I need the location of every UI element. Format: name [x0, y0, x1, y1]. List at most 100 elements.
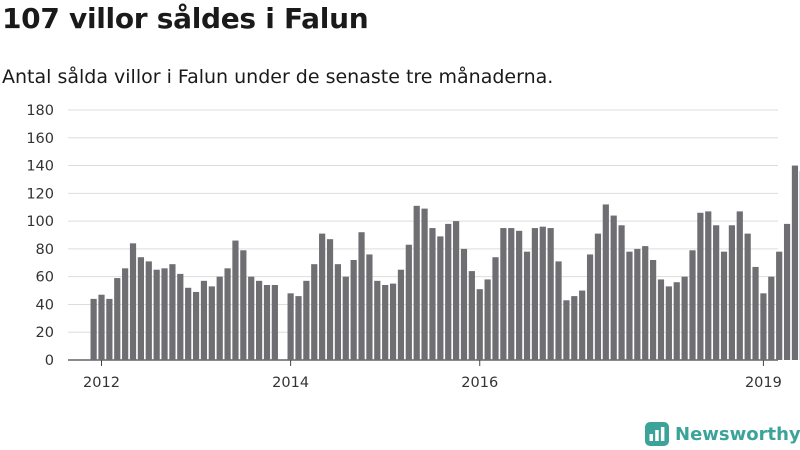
bar	[689, 250, 696, 360]
bar	[145, 261, 152, 360]
bar	[263, 285, 271, 360]
x-tick-label: 2016	[461, 375, 498, 391]
bars	[90, 165, 800, 360]
bar	[492, 257, 499, 360]
bar	[224, 268, 231, 360]
bar	[634, 248, 641, 360]
bar	[295, 296, 302, 360]
bar	[342, 276, 349, 360]
bar	[516, 230, 523, 360]
bar	[736, 211, 743, 360]
bar	[626, 251, 633, 360]
bar	[177, 273, 184, 360]
bar	[476, 289, 483, 360]
bar	[657, 279, 665, 360]
bar	[453, 221, 460, 360]
bar	[397, 269, 405, 360]
bar	[192, 291, 200, 360]
bar	[531, 228, 538, 360]
bar	[602, 204, 609, 360]
bar	[413, 205, 420, 360]
y-tick-label: 80	[36, 242, 54, 258]
y-tick-label: 160	[26, 131, 54, 147]
bar	[579, 290, 586, 360]
bar	[129, 243, 137, 360]
x-tick-label: 2014	[272, 375, 309, 391]
bar	[791, 165, 799, 360]
bar	[508, 228, 515, 360]
bar	[460, 248, 468, 360]
bar	[571, 296, 578, 360]
bar	[240, 250, 247, 360]
bar	[744, 233, 751, 360]
bar	[752, 266, 759, 360]
bar	[256, 280, 263, 360]
bar	[319, 233, 326, 360]
bar	[776, 251, 783, 360]
bar	[216, 276, 223, 360]
newsworthy-logo-text: Newsworthy	[675, 423, 800, 445]
bar	[334, 264, 341, 360]
bar	[650, 260, 657, 360]
bar	[594, 233, 602, 360]
bar	[445, 223, 452, 360]
bar	[287, 293, 294, 360]
y-tick-label: 180	[26, 103, 54, 119]
bar	[200, 280, 208, 360]
bar	[484, 279, 491, 360]
page-title: 107 villor såldes i Falun	[2, 2, 369, 35]
bar	[539, 226, 546, 360]
y-tick-label: 20	[36, 325, 54, 341]
bar	[90, 298, 97, 360]
bar	[705, 211, 712, 360]
chart-subtitle: Antal sålda villor i Falun under de sena…	[2, 66, 554, 88]
bar	[681, 276, 688, 360]
bar	[713, 225, 720, 360]
bar-chart: 0 20 40 60 80 100 120 140 160 180 2012 2014 2016 201…	[26, 103, 800, 391]
bar	[610, 215, 617, 360]
bar	[106, 298, 113, 360]
bar	[169, 264, 176, 360]
bar	[437, 236, 444, 360]
bar	[114, 278, 121, 360]
bar	[665, 286, 672, 360]
bar	[405, 244, 412, 360]
bar	[429, 228, 436, 360]
bar	[374, 280, 381, 360]
bar	[673, 282, 680, 360]
bar	[389, 283, 397, 360]
y-tick-label: 60	[36, 270, 54, 286]
bar	[728, 225, 735, 360]
newsworthy-logo-icon	[645, 422, 669, 446]
bar	[350, 260, 357, 360]
y-axis-ticks: 0 20 40 60 80 100 120 140 160 180	[26, 103, 54, 369]
bar	[618, 225, 625, 360]
bar	[642, 246, 649, 360]
bar	[153, 269, 160, 360]
bar	[137, 257, 144, 360]
bar	[500, 228, 507, 360]
x-tick-label: 2012	[83, 375, 120, 391]
bar	[366, 254, 373, 360]
bar	[768, 276, 775, 360]
bar	[563, 300, 570, 360]
y-tick-label: 40	[36, 297, 54, 313]
bar	[760, 293, 767, 360]
x-axis-ticks: 2012201420162019202120232025	[83, 360, 782, 391]
bar	[586, 254, 594, 360]
bar	[523, 251, 531, 360]
bar	[358, 232, 365, 360]
bar	[547, 228, 554, 360]
bar	[783, 223, 791, 360]
y-tick-label: 100	[26, 214, 54, 230]
bar	[161, 268, 168, 360]
y-tick-label: 140	[26, 159, 54, 175]
bar	[468, 271, 475, 360]
bar	[697, 212, 704, 360]
newsworthy-logo: Newsworthy	[645, 420, 800, 448]
y-tick-label: 120	[26, 186, 54, 202]
bar	[248, 276, 255, 360]
bar	[208, 286, 215, 360]
bar	[98, 294, 105, 360]
bar	[122, 268, 129, 360]
